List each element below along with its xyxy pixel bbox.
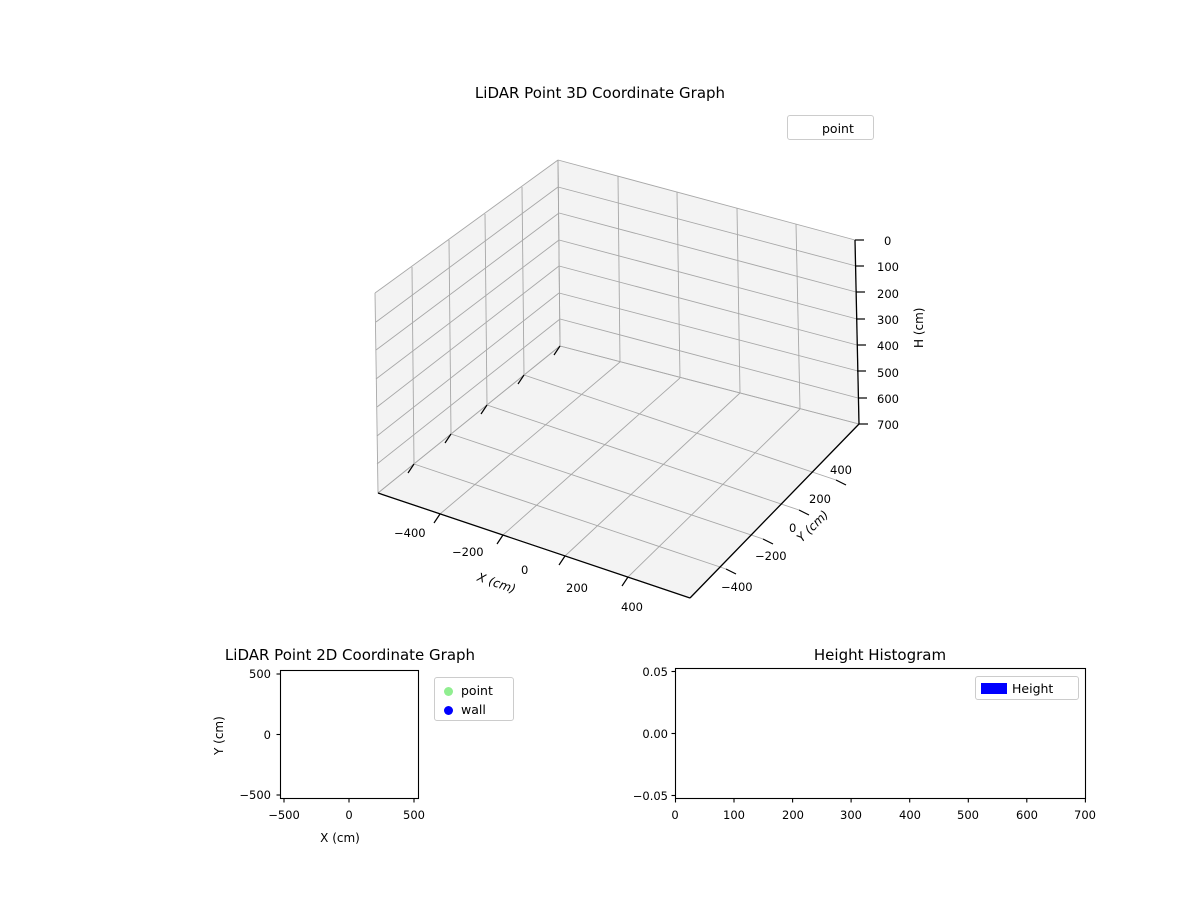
histogram-legend[interactable]: Height: [975, 676, 1079, 700]
histogram-ytick-1: 0.00: [642, 727, 668, 741]
plot3d-xtick-4: 400: [621, 600, 643, 614]
histogram-ticks: [671, 670, 1086, 803]
histogram-ytick-0: 0.05: [642, 665, 668, 679]
plot3d-legend[interactable]: point: [787, 115, 874, 140]
histogram-xtick-0: 0: [671, 808, 679, 822]
plot3d-xtick-1: −200: [452, 545, 484, 559]
plot3d-legend-label: point: [822, 121, 854, 136]
plot2d-xtick-2: 500: [403, 808, 425, 822]
histogram-legend-label: Height: [1012, 680, 1054, 696]
plot2d-xtick-0: −500: [268, 808, 300, 822]
plot3d-title: LiDAR Point 3D Coordinate Graph: [474, 84, 726, 102]
histogram-title: Height Histogram: [813, 646, 947, 664]
histogram-xtick-3: 300: [840, 808, 862, 822]
plot3d-legend-item-point[interactable]: point: [788, 116, 873, 141]
plot3d-zlabel: H (cm): [912, 307, 926, 349]
plot3d-ztick-3: 300: [877, 313, 899, 327]
histogram-ytick-2: −0.05: [632, 789, 668, 803]
plot3d-ztick-4: 400: [877, 339, 899, 353]
plot3d-ytick-1: −200: [755, 549, 787, 563]
plot2d-ytick-1: 0: [263, 728, 271, 742]
plot3d-axes: [374, 159, 868, 599]
plot3d-ztick-5: 500: [877, 366, 899, 380]
plot3d-ztick-0: 0: [884, 234, 892, 248]
plot3d-ytick-4: 400: [830, 463, 852, 477]
height-color-swatch: [981, 682, 1007, 694]
plot3d-ytick-3: 200: [809, 492, 831, 506]
histogram-xtick-6: 600: [1016, 808, 1038, 822]
plot3d-spines: [377, 239, 860, 599]
point-marker-icon: [435, 681, 461, 700]
plot3d-xtick-2: 0: [521, 563, 529, 577]
plot3d-ztick-1: 100: [877, 260, 899, 274]
wall-marker-icon: [435, 700, 461, 719]
plot2d-ticks: [276, 673, 415, 803]
histogram-legend-item-height[interactable]: Height: [976, 677, 1078, 699]
plot3d-xtick-0: −400: [394, 526, 426, 540]
plot3d-xtick-3: 200: [566, 581, 588, 595]
plot3d-ytick-2: 0: [789, 521, 797, 535]
plot3d-ztick-6: 600: [877, 392, 899, 406]
plot3d-ytick-0: −400: [721, 580, 753, 594]
histogram-xtick-1: 100: [723, 808, 745, 822]
plot2d-xtick-1: 0: [345, 808, 353, 822]
histogram-xtick-5: 500: [957, 808, 979, 822]
plot2d-legend-item-point[interactable]: point: [435, 681, 513, 700]
plot2d-legend-label-point: point: [461, 683, 493, 698]
plot3d-ztick-7: 700: [877, 418, 899, 432]
plot3d-ticks: [407, 239, 868, 587]
plot2d-legend[interactable]: point wall: [434, 677, 514, 721]
plot3d-ztick-2: 200: [877, 287, 899, 301]
plot2d-ylabel: Y (cm): [212, 716, 226, 755]
plot2d-xlabel: X (cm): [320, 831, 360, 845]
height-patch-icon: [976, 679, 1012, 698]
plot2d-legend-label-wall: wall: [461, 702, 486, 717]
histogram-xtick-7: 700: [1074, 808, 1096, 822]
plot3d-gridlines: [374, 159, 860, 599]
plot2d-legend-item-wall[interactable]: wall: [435, 700, 513, 719]
plot2d-axes: [276, 669, 420, 803]
plot2d-title: LiDAR Point 2D Coordinate Graph: [224, 646, 476, 664]
plot2d-ytick-0: 500: [249, 667, 271, 681]
histogram-xtick-2: 200: [782, 808, 804, 822]
histogram-xtick-4: 400: [899, 808, 921, 822]
plot2d-ytick-2: −500: [239, 788, 271, 802]
